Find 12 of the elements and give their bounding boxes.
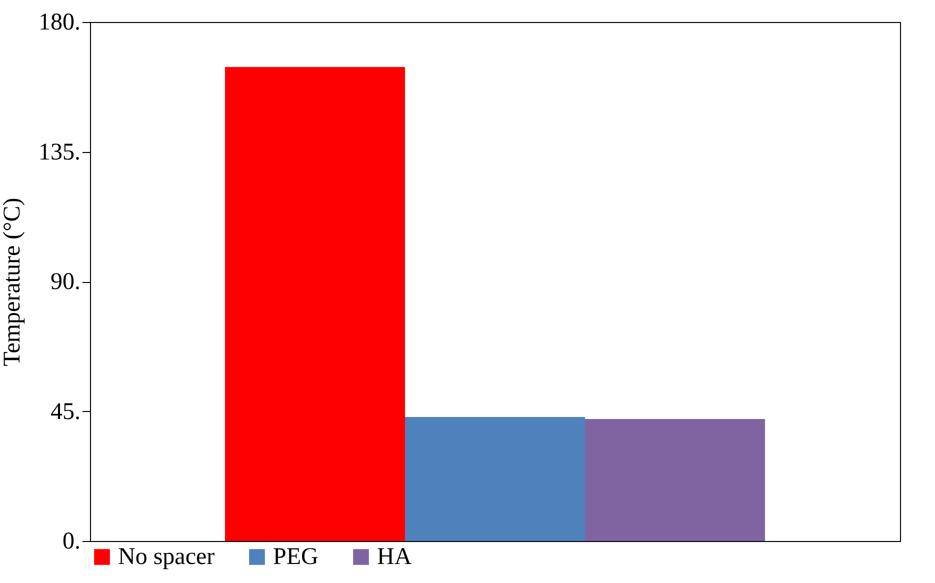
y-tick-label: 135. [38,139,80,166]
bar [225,66,405,541]
bar [405,417,585,541]
legend-label: No spacer [118,544,215,570]
legend-label: PEG [273,544,318,570]
y-axis-title: Temperature (°C) [0,198,26,366]
y-tick-label: 45. [50,398,80,425]
y-tick-label: 0. [62,528,80,554]
y-tick-label: 90. [50,269,80,295]
legend-label: HA [377,544,412,570]
bar [585,419,765,541]
y-tick-label: 180. [38,10,80,36]
